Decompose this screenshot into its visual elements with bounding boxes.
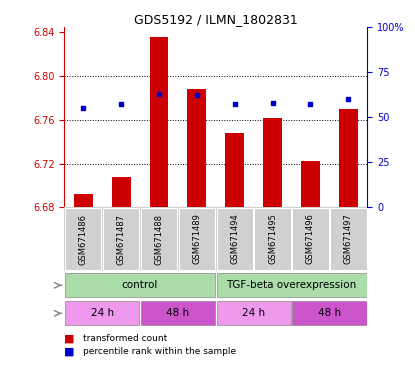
Bar: [141, 208, 177, 270]
Text: percentile rank within the sample: percentile rank within the sample: [83, 348, 236, 356]
Point: [156, 91, 162, 97]
Text: GSM671486: GSM671486: [79, 214, 88, 265]
Point: [80, 105, 87, 111]
Point: [232, 101, 238, 108]
Title: GDS5192 / ILMN_1802831: GDS5192 / ILMN_1802831: [134, 13, 298, 26]
Bar: [149, 37, 168, 207]
Bar: [74, 194, 93, 207]
Text: transformed count: transformed count: [83, 334, 167, 343]
Bar: [65, 301, 139, 325]
Point: [193, 93, 200, 99]
Text: ■: ■: [64, 347, 75, 357]
Text: GSM671488: GSM671488: [154, 214, 164, 265]
Text: 24 h: 24 h: [242, 308, 265, 318]
Bar: [330, 208, 366, 270]
Text: control: control: [122, 280, 158, 290]
Bar: [65, 273, 215, 297]
Point: [269, 99, 276, 106]
Text: GSM671495: GSM671495: [268, 214, 277, 265]
Bar: [254, 208, 291, 270]
Text: 48 h: 48 h: [166, 308, 190, 318]
Text: GSM671497: GSM671497: [344, 214, 353, 265]
Bar: [112, 177, 131, 207]
Bar: [141, 301, 215, 325]
Bar: [225, 133, 244, 207]
Text: 48 h: 48 h: [318, 308, 341, 318]
Text: GSM671494: GSM671494: [230, 214, 239, 265]
Bar: [301, 161, 320, 207]
Bar: [217, 208, 253, 270]
Bar: [339, 109, 358, 207]
Text: GSM671487: GSM671487: [117, 214, 126, 265]
Text: 24 h: 24 h: [90, 308, 114, 318]
Point: [307, 101, 314, 108]
Bar: [179, 208, 215, 270]
Bar: [292, 301, 366, 325]
Bar: [103, 208, 139, 270]
Text: GSM671496: GSM671496: [306, 214, 315, 265]
Point: [118, 101, 124, 108]
Bar: [263, 118, 282, 207]
Bar: [65, 208, 101, 270]
Text: ■: ■: [64, 333, 75, 344]
Text: TGF-beta overexpression: TGF-beta overexpression: [227, 280, 356, 290]
Bar: [292, 208, 329, 270]
Bar: [217, 273, 366, 297]
Bar: [188, 89, 206, 207]
Text: GSM671489: GSM671489: [193, 214, 201, 265]
Point: [345, 96, 352, 102]
Bar: [217, 301, 291, 325]
